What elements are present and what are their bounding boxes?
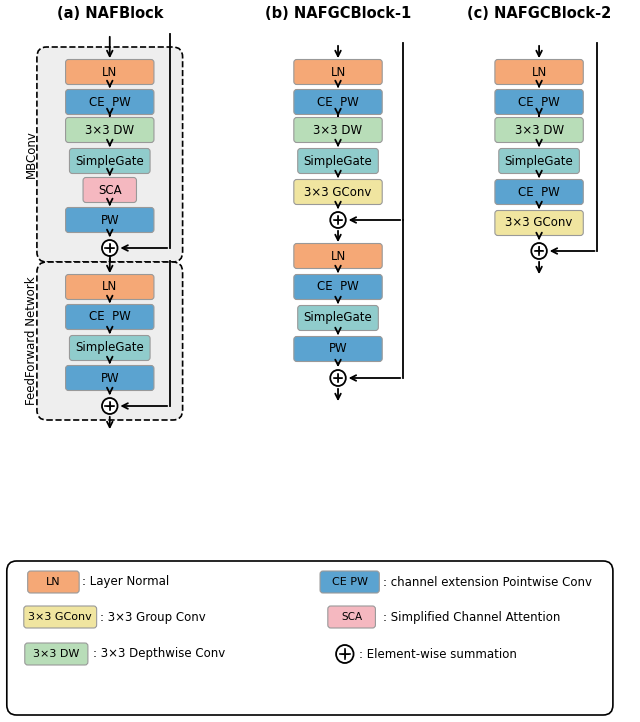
Text: SimpleGate: SimpleGate <box>303 155 372 168</box>
Circle shape <box>102 240 118 256</box>
Text: LN: LN <box>330 250 346 263</box>
Text: 3×3 DW: 3×3 DW <box>85 123 134 136</box>
Text: LN: LN <box>102 281 117 294</box>
Text: MBConv: MBConv <box>24 131 38 178</box>
Text: +: + <box>333 214 343 227</box>
FancyBboxPatch shape <box>294 243 382 269</box>
Circle shape <box>336 645 353 663</box>
FancyBboxPatch shape <box>37 47 182 262</box>
Text: (b) NAFGCBlock-1: (b) NAFGCBlock-1 <box>265 6 411 22</box>
Text: CE  PW: CE PW <box>518 95 560 108</box>
Text: CE  PW: CE PW <box>317 95 359 108</box>
FancyBboxPatch shape <box>24 606 97 628</box>
Text: +: + <box>534 245 545 258</box>
FancyBboxPatch shape <box>37 262 182 420</box>
Text: LN: LN <box>330 66 346 79</box>
FancyBboxPatch shape <box>294 180 382 204</box>
FancyBboxPatch shape <box>495 211 583 235</box>
Text: : Layer Normal: : Layer Normal <box>81 575 169 588</box>
Text: 3×3 GConv: 3×3 GConv <box>28 612 92 622</box>
FancyBboxPatch shape <box>294 90 382 115</box>
Text: : Simplified Channel Attention: : Simplified Channel Attention <box>383 611 560 624</box>
Text: : 3×3 Group Conv: : 3×3 Group Conv <box>100 611 206 624</box>
FancyBboxPatch shape <box>495 90 583 115</box>
FancyBboxPatch shape <box>65 305 154 329</box>
Text: +: + <box>104 399 115 412</box>
FancyBboxPatch shape <box>65 90 154 115</box>
Text: +: + <box>104 241 115 254</box>
FancyBboxPatch shape <box>495 118 583 142</box>
FancyBboxPatch shape <box>294 118 382 142</box>
Text: 3×3 DW: 3×3 DW <box>515 123 564 136</box>
FancyBboxPatch shape <box>7 561 613 715</box>
FancyBboxPatch shape <box>70 336 150 360</box>
Text: (a) NAFBlock: (a) NAFBlock <box>56 6 163 22</box>
Text: SCA: SCA <box>341 612 362 622</box>
Text: LN: LN <box>531 66 547 79</box>
FancyBboxPatch shape <box>65 118 154 142</box>
Text: PW: PW <box>100 372 119 385</box>
Text: CE PW: CE PW <box>332 577 367 587</box>
FancyBboxPatch shape <box>65 365 154 391</box>
Text: 3×3 DW: 3×3 DW <box>33 649 79 659</box>
FancyBboxPatch shape <box>65 274 154 300</box>
Text: : channel extension Pointwise Conv: : channel extension Pointwise Conv <box>383 575 592 588</box>
Text: +: + <box>339 648 350 661</box>
Text: LN: LN <box>46 577 61 587</box>
FancyBboxPatch shape <box>65 207 154 232</box>
Text: CE  PW: CE PW <box>89 310 131 323</box>
Text: SimpleGate: SimpleGate <box>505 155 573 168</box>
FancyBboxPatch shape <box>499 149 579 173</box>
FancyBboxPatch shape <box>65 59 154 84</box>
Circle shape <box>531 243 547 259</box>
FancyBboxPatch shape <box>25 643 88 665</box>
FancyBboxPatch shape <box>28 571 79 593</box>
FancyBboxPatch shape <box>298 305 378 331</box>
Text: PW: PW <box>329 342 348 355</box>
FancyBboxPatch shape <box>328 606 376 628</box>
Text: SimpleGate: SimpleGate <box>303 311 372 324</box>
Text: 3×3 DW: 3×3 DW <box>314 123 363 136</box>
Text: LN: LN <box>102 66 117 79</box>
Text: CE  PW: CE PW <box>89 95 131 108</box>
FancyBboxPatch shape <box>495 59 583 84</box>
Text: PW: PW <box>100 214 119 227</box>
Circle shape <box>330 370 346 386</box>
FancyBboxPatch shape <box>70 149 150 173</box>
FancyBboxPatch shape <box>294 274 382 300</box>
Text: : Element-wise summation: : Element-wise summation <box>360 648 517 661</box>
Circle shape <box>330 212 346 228</box>
Text: 3×3 GConv: 3×3 GConv <box>305 186 372 199</box>
Text: CE  PW: CE PW <box>317 281 359 294</box>
Text: (c) NAFGCBlock-2: (c) NAFGCBlock-2 <box>467 6 611 22</box>
Text: SCA: SCA <box>98 183 122 196</box>
Text: FeedForward Network: FeedForward Network <box>24 277 38 405</box>
Text: : 3×3 Depthwise Conv: : 3×3 Depthwise Conv <box>93 648 225 661</box>
FancyBboxPatch shape <box>83 178 136 202</box>
FancyBboxPatch shape <box>294 59 382 84</box>
FancyBboxPatch shape <box>294 336 382 362</box>
Circle shape <box>102 398 118 414</box>
FancyBboxPatch shape <box>495 180 583 204</box>
Text: SimpleGate: SimpleGate <box>76 342 144 355</box>
Text: CE  PW: CE PW <box>518 186 560 199</box>
FancyBboxPatch shape <box>298 149 378 173</box>
FancyBboxPatch shape <box>320 571 380 593</box>
Text: +: + <box>333 372 343 385</box>
Text: 3×3 GConv: 3×3 GConv <box>506 217 573 230</box>
Text: SimpleGate: SimpleGate <box>76 155 144 168</box>
